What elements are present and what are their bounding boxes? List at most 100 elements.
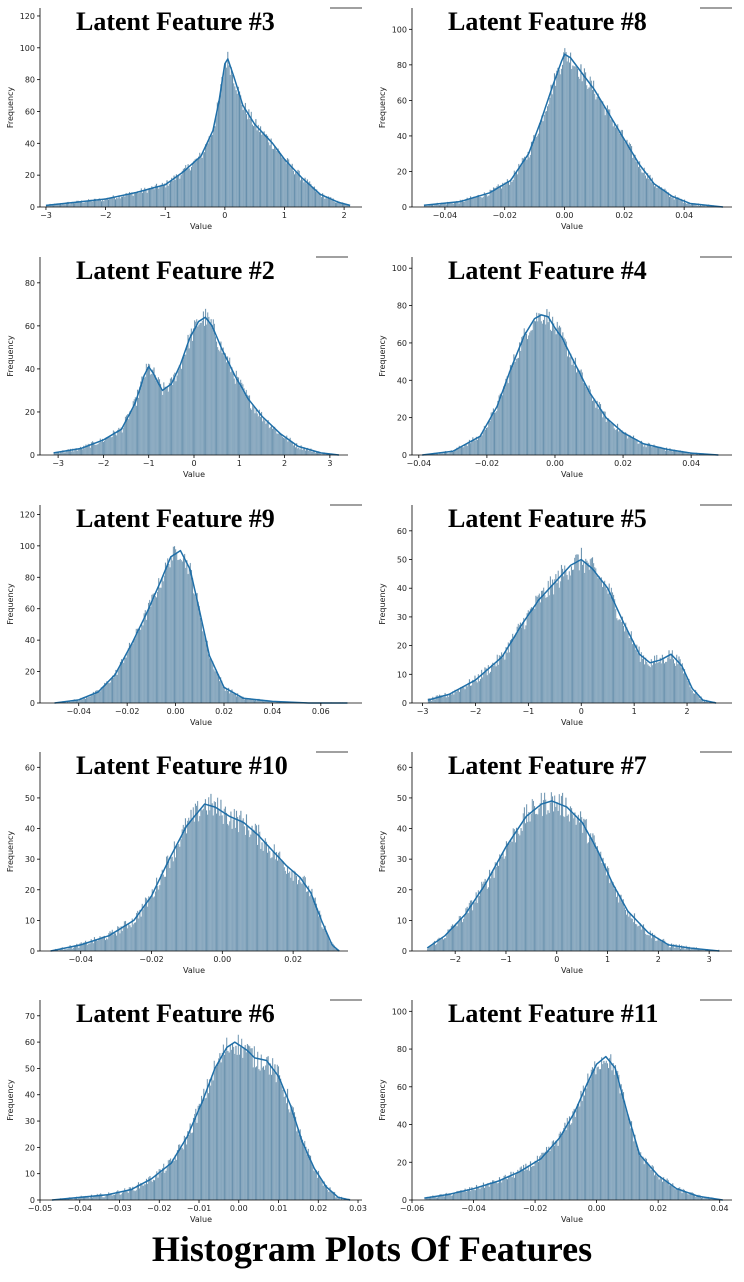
histogram-bar [148, 896, 150, 952]
histogram-bar [91, 1197, 94, 1201]
histogram-bar [182, 824, 184, 952]
histogram-bar [623, 907, 626, 952]
histogram-bar [174, 857, 177, 952]
histogram-bar [627, 631, 629, 704]
histogram-bar [641, 658, 644, 704]
histogram-bar [168, 183, 171, 208]
histogram-bar [291, 163, 293, 208]
histogram-bar [164, 1172, 166, 1201]
histogram-bar [559, 1131, 562, 1201]
histogram-bar [158, 188, 160, 208]
histogram-bar [547, 321, 549, 456]
histogram-bar [164, 386, 166, 456]
histogram-bar [175, 845, 178, 952]
histogram-bar [602, 857, 604, 952]
histogram-bar [622, 1091, 625, 1201]
histogram-bar [180, 839, 182, 952]
histogram-bar [173, 175, 175, 208]
histogram-bar [653, 1175, 656, 1201]
histogram-bar [497, 400, 499, 456]
histogram-bar [108, 436, 110, 456]
histogram-bar [481, 435, 483, 456]
histogram-bar [549, 329, 552, 456]
y-tick-label: 60 [25, 763, 35, 772]
histogram-bar [259, 416, 262, 456]
histogram-bar [317, 916, 320, 952]
histogram-bar [98, 691, 100, 704]
histogram-bar [263, 1069, 266, 1201]
histogram-bar [281, 436, 284, 456]
histogram-bar [586, 385, 588, 456]
histogram-bar [643, 664, 646, 704]
y-tick-label: 30 [397, 613, 407, 622]
histogram-bar [257, 1051, 259, 1201]
histogram-bar [232, 371, 234, 456]
histogram-bar [245, 113, 248, 208]
histogram-bar [296, 883, 299, 952]
histogram-bar [621, 616, 624, 704]
histogram-bar [510, 638, 513, 704]
histogram-bar [599, 100, 602, 208]
histogram-bar [270, 857, 272, 952]
y-tick-label: 20 [397, 642, 407, 651]
histogram-bar [141, 1183, 143, 1201]
histogram-bar [94, 444, 96, 456]
histogram-bar [139, 909, 141, 952]
histogram-bar [207, 1092, 210, 1201]
histogram-bar [613, 1074, 615, 1201]
histogram-bar [274, 859, 277, 952]
histogram-bar [251, 1047, 253, 1201]
histogram-bar [155, 1174, 157, 1201]
histogram-bar [537, 321, 539, 456]
histogram-bar [127, 1192, 129, 1201]
histogram-bar [509, 639, 512, 704]
histogram-bar [189, 333, 191, 456]
histogram-bar [637, 652, 639, 704]
x-tick-label: 2 [656, 955, 661, 964]
histogram-bar [464, 201, 466, 208]
histogram-bar [589, 558, 591, 704]
histogram-bar [540, 590, 543, 704]
histogram-bar [620, 894, 622, 952]
histogram-bar [493, 665, 495, 704]
histogram-bar [131, 918, 133, 952]
y-tick-label: 10 [25, 916, 35, 925]
histogram-bar [223, 67, 226, 208]
histogram-bar [594, 93, 596, 208]
histogram-bar [523, 617, 525, 704]
histogram-bar [100, 441, 103, 456]
histogram-bar [492, 869, 494, 952]
histogram-bar [506, 1178, 509, 1201]
histogram-bar [654, 1173, 657, 1201]
histogram-bar [161, 577, 163, 704]
histogram-bar [615, 896, 618, 952]
histogram-bar [552, 84, 555, 208]
histogram-bar [460, 446, 463, 456]
histogram-bar [231, 367, 233, 456]
histogram-bar [91, 941, 93, 952]
histogram-bar [164, 562, 167, 704]
y-tick-label: 0 [402, 203, 407, 212]
histogram-bar [477, 436, 480, 456]
histogram-bar [527, 151, 529, 208]
histogram-bar [221, 1052, 223, 1201]
histogram-bar [131, 645, 133, 704]
histogram-bar [606, 1063, 609, 1201]
histogram-bar [566, 815, 568, 952]
histogram-bar [657, 187, 659, 208]
histogram-bar [203, 151, 206, 208]
histogram-bar [554, 329, 556, 456]
histogram-panel-10: −0.06 −0.04 −0.02 0.00 0.02 0.04020406080100V… [378, 999, 732, 1224]
histogram-bar [566, 574, 568, 704]
histogram-bar [206, 1078, 209, 1201]
histogram-bar [154, 891, 157, 952]
histogram-bar [237, 377, 240, 456]
histogram-bar [89, 943, 91, 952]
histogram-bar [632, 157, 634, 208]
histogram-bar [310, 1162, 313, 1201]
y-tick-label: 60 [25, 1038, 35, 1047]
histogram-bar [240, 810, 242, 952]
histogram-bar [202, 150, 204, 208]
histogram-bar [104, 1196, 106, 1201]
histogram-bar [215, 114, 217, 208]
